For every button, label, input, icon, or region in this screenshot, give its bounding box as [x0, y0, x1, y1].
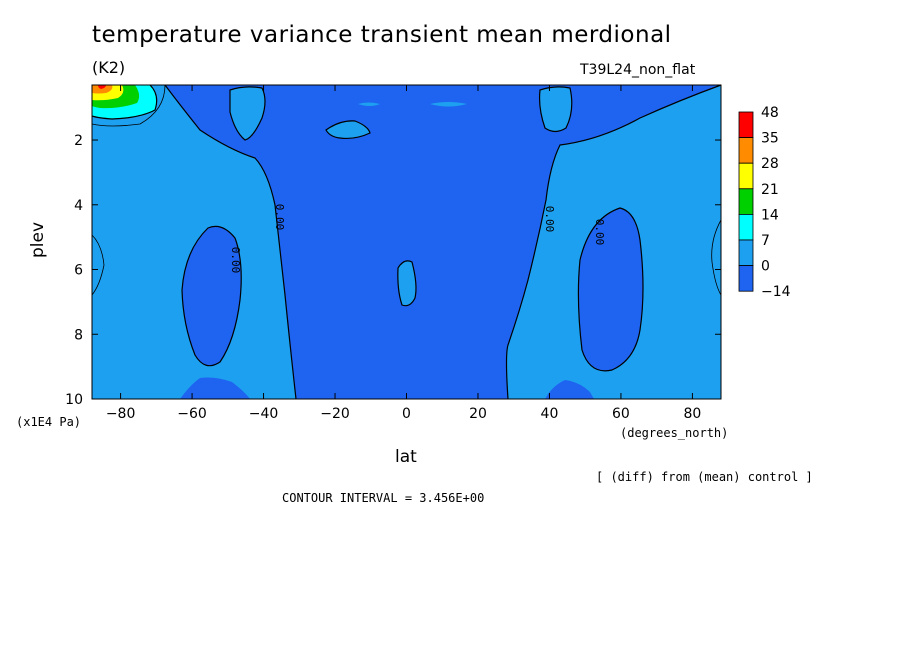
colorbar-swatch — [738, 265, 754, 292]
small-bubble-2 — [430, 102, 467, 107]
x-axis-ticks: −80 −60 −40 −20 0 20 40 60 80 — [106, 85, 701, 422]
units-label: (K2) — [92, 58, 126, 77]
colorbar-swatch — [738, 239, 754, 267]
experiment-label: T39L24_non_flat — [580, 62, 696, 78]
contour-line-right — [505, 84, 722, 400]
right-bottom-pocket — [545, 380, 594, 399]
colorbar-swatch — [738, 188, 754, 215]
negative-pockets — [180, 128, 643, 399]
contour-label: 0.00 — [543, 206, 556, 233]
upper-bubble — [326, 120, 370, 139]
y-axis-ticks: 2 4 6 8 10 — [65, 133, 721, 408]
x-tick-label: 20 — [469, 406, 487, 422]
y-tick-label: 2 — [74, 133, 83, 149]
x-units-label: (degrees_north) — [620, 426, 729, 440]
x-tick-label: −20 — [320, 406, 350, 422]
colorbar-label: 14 — [761, 207, 779, 223]
max-orange — [92, 85, 113, 94]
contour-line-top-left — [229, 86, 266, 141]
contour-line-right-pocket — [577, 207, 644, 372]
left-lower-pocket — [182, 226, 242, 366]
maximum-region — [92, 85, 157, 119]
max-red — [98, 85, 106, 89]
x-tick-label: 40 — [541, 406, 559, 422]
contour-label: 0.00 — [593, 219, 606, 246]
colorbar-label: 7 — [761, 233, 770, 249]
x-axis-label: lat — [395, 447, 417, 467]
contour-line-left — [164, 84, 297, 400]
colorbar-label: 48 — [761, 105, 779, 121]
small-notch — [389, 376, 395, 399]
dark-streak — [456, 128, 480, 132]
left-positive-region — [92, 85, 296, 399]
x-tick-label: 0 — [402, 406, 411, 422]
x-tick-label: 60 — [612, 406, 630, 422]
y-tick-label: 4 — [74, 198, 83, 214]
contour-line-left-pocket — [181, 225, 242, 367]
contour-line-right-edge — [711, 219, 722, 296]
diff-note: [ (diff) from (mean) control ] — [596, 470, 813, 484]
y-tick-label: 8 — [74, 327, 83, 343]
colorbar-label: −14 — [761, 284, 791, 300]
colorbar-label: 35 — [761, 131, 779, 147]
contour-line-upper-bubble — [325, 120, 371, 140]
colorbar-label: 0 — [761, 259, 770, 275]
left-bottom-pocket — [180, 377, 250, 399]
contour-label: 0.00 — [229, 247, 242, 274]
colorbar-swatch — [738, 162, 754, 190]
x-tick-label: −80 — [106, 406, 136, 422]
contour-interval: CONTOUR INTERVAL = 3.456E+00 — [282, 491, 485, 505]
right-lower-pocket — [578, 208, 643, 371]
small-bubble — [358, 102, 380, 106]
y-units-label: (x1E4 Pa) — [16, 415, 82, 429]
x-tick-label: 80 — [683, 406, 701, 422]
x-tick-label: −40 — [249, 406, 279, 422]
x-tick-label: −60 — [177, 406, 207, 422]
y-tick-label: 6 — [74, 263, 83, 279]
contour-labels: 0.00 0.00 0.00 0.00 — [229, 204, 606, 274]
contour-line-max-2 — [91, 84, 166, 127]
contour-line-top-right — [538, 86, 573, 133]
colorbar-label: 28 — [761, 156, 779, 172]
colorbar-label: 21 — [761, 182, 779, 198]
colorbar-swatch — [738, 137, 754, 164]
colorbar: 48 35 28 21 14 7 0 −14 — [738, 105, 791, 300]
contour-lines — [91, 84, 722, 400]
contour-line-max-1 — [91, 84, 158, 120]
center-bubble — [397, 260, 416, 306]
top-left-bubble — [230, 86, 265, 140]
y-tick-label: 10 — [65, 392, 83, 408]
contour-label: 0.00 — [273, 204, 286, 231]
chart-title: temperature variance transient mean merd… — [92, 22, 672, 48]
contour-line-left-edge — [91, 234, 105, 296]
contour-line-center — [397, 260, 417, 307]
colorbar-swatch — [738, 213, 754, 241]
top-right-bubble — [539, 86, 572, 132]
colorbar-swatch — [738, 111, 754, 139]
